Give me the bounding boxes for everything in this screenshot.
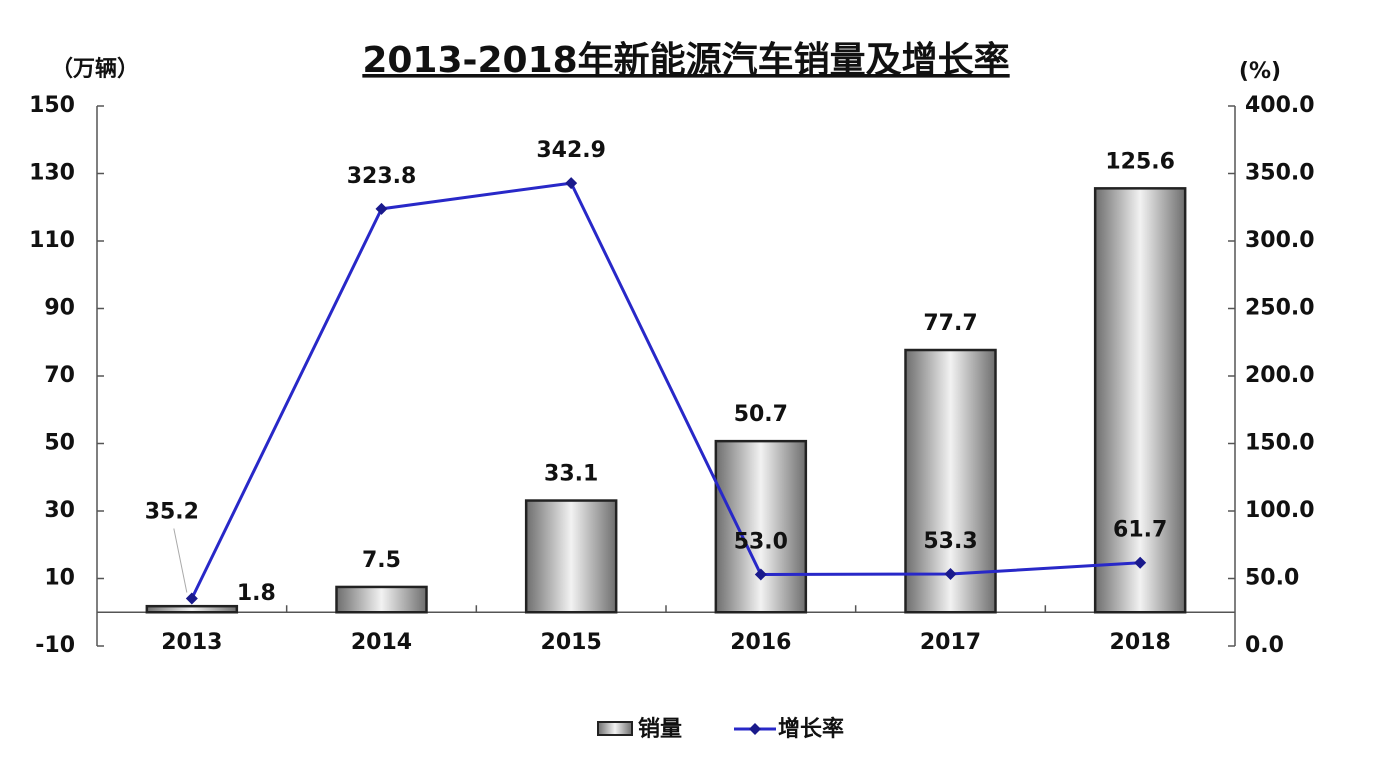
bar-value-label: 7.5: [362, 548, 401, 573]
bar: [335, 585, 428, 614]
x-tick-label: 2015: [541, 630, 602, 655]
y-tick-label: 10: [44, 566, 75, 591]
bar-value-label: 77.7: [923, 311, 977, 336]
line-value-label: 53.3: [923, 529, 977, 554]
line-marker: [754, 568, 767, 581]
y2-tick-label: 0.0: [1245, 633, 1284, 658]
y-tick-label: 150: [29, 93, 75, 118]
y2-tick-label: 250.0: [1245, 296, 1315, 321]
y-tick-label: 30: [44, 498, 75, 523]
y-tick-label: -10: [35, 633, 75, 658]
y-tick-label: 50: [44, 431, 75, 456]
y2-tick-label: 150.0: [1245, 431, 1315, 456]
bar-value-label: 33.1: [544, 462, 598, 487]
legend-label: 销量: [638, 717, 682, 742]
y2-tick-label: 50.0: [1245, 566, 1299, 591]
bar-value-label: 50.7: [734, 402, 788, 427]
leader-line: [173, 528, 188, 593]
chart-title: 2013-2018年新能源汽车销量及增长率: [362, 40, 1009, 81]
x-tick-label: 2017: [920, 630, 981, 655]
bar: [145, 604, 239, 614]
bar-value-label: 1.8: [237, 581, 276, 606]
line-value-label: 35.2: [145, 499, 199, 524]
y-tick-label: 90: [44, 296, 75, 321]
y2-tick-label: 350.0: [1245, 161, 1315, 186]
y-tick-label: 110: [29, 228, 75, 253]
y-tick-label: 130: [29, 161, 75, 186]
line-marker: [565, 177, 578, 190]
bar: [524, 499, 618, 614]
line: [190, 181, 1141, 600]
x-tick-label: 2018: [1110, 630, 1171, 655]
line-marker: [185, 592, 198, 605]
line-marker: [944, 568, 957, 581]
line-marker: [1134, 556, 1147, 569]
y2-tick-label: 100.0: [1245, 498, 1315, 523]
legend-marker: [749, 723, 761, 735]
line-value-label: 342.9: [536, 138, 606, 163]
line-value-label: 61.7: [1113, 518, 1167, 543]
x-tick-label: 2014: [351, 630, 412, 655]
y-tick-label: 70: [44, 363, 75, 388]
line-value-label: 53.0: [734, 529, 788, 554]
y2-tick-label: 300.0: [1245, 228, 1315, 253]
bar-value-label: 125.6: [1105, 149, 1175, 174]
x-tick-label: 2016: [730, 630, 791, 655]
bar: [1093, 187, 1187, 614]
y-axis-label: （万辆）: [51, 56, 139, 82]
y2-tick-label: 400.0: [1245, 93, 1315, 118]
x-tick-label: 2013: [161, 630, 222, 655]
legend-label: 增长率: [778, 716, 844, 742]
y2-tick-label: 200.0: [1245, 363, 1315, 388]
bar: [714, 439, 808, 614]
y2-axis-label: (%): [1239, 59, 1281, 84]
line-value-label: 323.8: [347, 164, 417, 189]
legend-swatch: [597, 721, 633, 736]
line-marker: [375, 202, 388, 215]
bar: [904, 348, 997, 614]
